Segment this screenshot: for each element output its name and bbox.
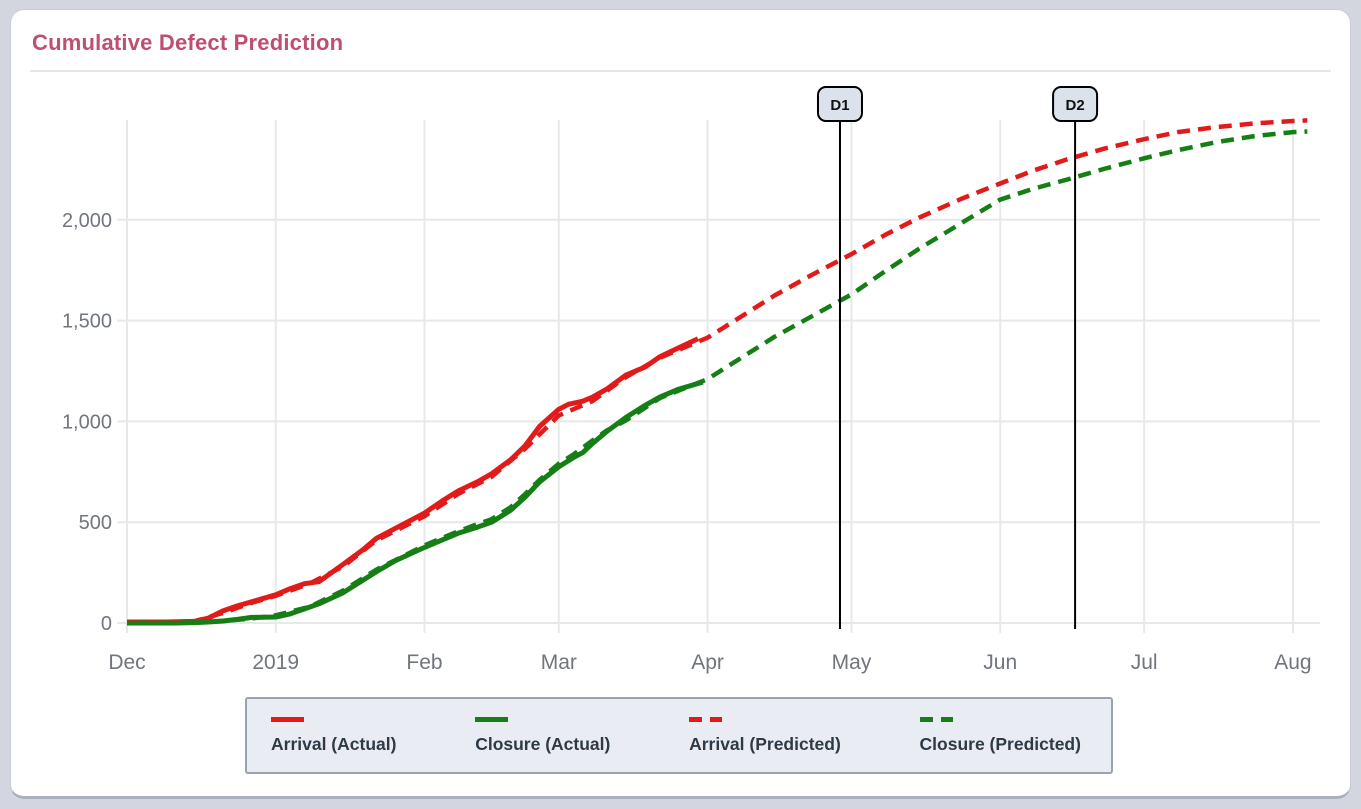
legend-item-arrival-actual[interactable]: Arrival (Actual): [271, 717, 396, 772]
legend-swatch-arrival-predicted-icon: [689, 717, 723, 722]
page-title: Cumulative Defect Prediction: [32, 30, 344, 55]
title-divider: [30, 70, 1331, 72]
legend-label-arrival-actual: Arrival (Actual): [271, 734, 397, 754]
x-tick-label: Mar: [541, 651, 577, 674]
y-tick-label: 1,000: [62, 411, 112, 433]
legend-label-arrival-predicted: Arrival (Predicted): [689, 734, 841, 754]
series-line-closure-actual: [127, 379, 704, 626]
x-tick-label: Jun: [983, 651, 1017, 674]
legend-item-closure-actual[interactable]: Closure (Actual): [475, 717, 610, 772]
chart-card: [10, 9, 1351, 799]
x-tick-label: Jul: [1131, 651, 1158, 674]
series-line-arrival-predicted: [127, 118, 1308, 625]
chart-legend: Arrival (Actual) Closure (Actual) Arriva…: [245, 697, 1113, 774]
x-tick-label: Dec: [108, 651, 145, 674]
series-line-closure-predicted: [127, 129, 1308, 626]
legend-label-closure-predicted: Closure (Predicted): [919, 734, 1081, 754]
annotation-label-d1: D1: [830, 97, 849, 114]
annotation-box-d2: [1052, 86, 1099, 122]
y-tick-label: 0: [101, 613, 112, 635]
x-tick-label: Feb: [406, 651, 442, 674]
series-line-arrival-actual: [127, 336, 700, 625]
annotation-label-d2: D2: [1065, 97, 1084, 114]
legend-label-closure-actual: Closure (Actual): [475, 734, 611, 754]
x-tick-label: May: [832, 651, 872, 674]
annotation-box-d1: [816, 86, 863, 122]
legend-swatch-arrival-actual-icon: [271, 717, 304, 722]
x-tick-label: Aug: [1274, 651, 1311, 674]
legend-swatch-closure-actual-icon: [475, 717, 509, 722]
y-tick-label: 2,000: [62, 210, 112, 232]
legend-item-arrival-predicted[interactable]: Arrival (Predicted): [689, 717, 841, 772]
y-tick-label: 500: [79, 512, 112, 534]
x-tick-label: 2019: [252, 651, 299, 674]
legend-swatch-closure-predicted-icon: [919, 717, 953, 722]
legend-item-closure-predicted[interactable]: Closure (Predicted): [919, 717, 1081, 772]
x-tick-label: Apr: [691, 651, 724, 674]
y-tick-label: 1,500: [62, 311, 112, 333]
